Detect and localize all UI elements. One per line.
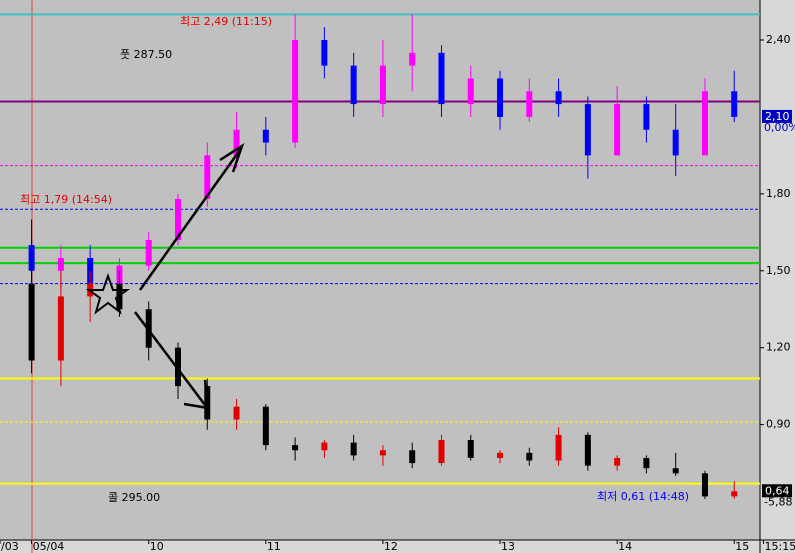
candle-body	[409, 52, 416, 66]
candle-body	[350, 442, 357, 456]
y-tick-label: 2,40	[766, 33, 791, 46]
star	[85, 273, 131, 315]
annotation: 최저 0,61 (14:48)	[597, 490, 689, 503]
last-price-box	[762, 484, 792, 498]
candle-body	[467, 440, 474, 458]
candle-body	[438, 52, 445, 105]
y-tick-label: 1,50	[766, 264, 791, 277]
candle-body	[526, 91, 533, 117]
candle-body	[174, 347, 181, 387]
x-tick-label: /03	[1, 540, 19, 553]
arrow-up	[138, 149, 242, 291]
candle-body	[262, 129, 269, 143]
arrow-down	[134, 311, 206, 406]
candle-body	[350, 65, 357, 105]
y-axis-area	[760, 0, 795, 553]
candle-body	[643, 104, 650, 130]
x-axis-area	[0, 540, 760, 553]
change-label: 0,00%	[764, 121, 795, 134]
x-tick-label: 15	[735, 540, 749, 553]
annotation: 풋 287.50	[120, 48, 172, 61]
annotation: 콜 295.00	[108, 491, 160, 504]
candle-body	[204, 155, 211, 199]
candle-body	[555, 434, 562, 461]
candle-body	[409, 450, 416, 464]
candle-body	[233, 129, 240, 156]
candle-body	[614, 457, 621, 466]
last-price: 0,64	[762, 484, 792, 498]
x-tick-label: 05/04	[33, 540, 65, 553]
annotation: 최고 2,49 (11:15)	[180, 15, 272, 28]
candle-body	[292, 445, 299, 451]
last-price-box	[762, 109, 792, 123]
candle-body	[731, 91, 738, 117]
candle-body	[555, 91, 562, 105]
annotation: 최고 1,79 (14:54)	[20, 193, 112, 206]
candle-body	[174, 198, 181, 240]
candle-body	[233, 406, 240, 420]
x-tick-label: 13	[501, 540, 515, 553]
x-tick-label: 10	[150, 540, 164, 553]
candle-body	[379, 65, 386, 105]
arrow-head	[183, 379, 210, 410]
last-price: 2,10	[762, 109, 792, 123]
candle-body	[145, 240, 152, 266]
candle-body	[701, 473, 708, 497]
candle-body	[292, 40, 299, 143]
candle-body	[614, 104, 621, 156]
y-tick-label: 0,90	[766, 418, 791, 431]
x-tick-label: 12	[384, 540, 398, 553]
candle-body	[731, 491, 738, 497]
candle-body	[467, 78, 474, 105]
candle-body	[584, 104, 591, 156]
x-tick-label: 11	[267, 540, 281, 553]
last-price-label: 0,64	[765, 484, 790, 497]
x-tick-label: 14	[618, 540, 632, 553]
candle-body	[497, 452, 504, 458]
candle-body	[643, 457, 650, 469]
arrow-head	[219, 143, 245, 173]
candle-body	[321, 40, 328, 66]
candle-body	[57, 257, 64, 271]
arrows	[85, 143, 245, 410]
candle-body	[526, 452, 533, 461]
change-label: -5,88	[764, 495, 792, 508]
y-tick-label: 1,80	[766, 187, 791, 200]
candle-body	[57, 296, 64, 361]
x-tick-label: 15:15	[765, 540, 795, 553]
candle-body	[672, 129, 679, 156]
candle-body	[672, 468, 679, 474]
candle-body	[379, 450, 386, 456]
candle-body	[701, 91, 708, 156]
candle-body	[497, 78, 504, 117]
candle-body	[321, 442, 328, 451]
candle-body	[262, 406, 269, 446]
candle-body	[584, 434, 591, 466]
candle-body	[438, 440, 445, 464]
y-tick-label: 1,20	[766, 341, 791, 354]
candle-body	[28, 283, 35, 361]
last-price-label: 2,10	[765, 110, 790, 123]
